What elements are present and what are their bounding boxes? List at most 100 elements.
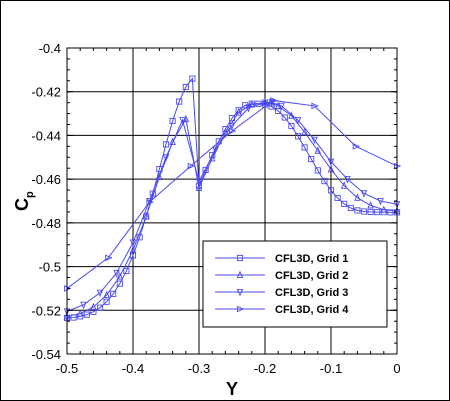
data-point bbox=[80, 301, 87, 310]
y-tick-label: -0.5 bbox=[39, 260, 61, 275]
data-point bbox=[105, 254, 113, 262]
data-point bbox=[377, 197, 384, 206]
data-point bbox=[146, 198, 154, 206]
data-point bbox=[129, 239, 137, 247]
data-point bbox=[182, 83, 189, 90]
data-point bbox=[380, 205, 388, 213]
data-point bbox=[354, 207, 361, 214]
data-point bbox=[347, 204, 354, 212]
data-point bbox=[96, 289, 104, 298]
y-tick-label: -0.52 bbox=[31, 303, 61, 318]
data-point bbox=[156, 172, 163, 181]
y-axis-title-subscript: p bbox=[24, 191, 36, 198]
data-point bbox=[311, 102, 319, 110]
y-axis-title-main: C bbox=[12, 198, 32, 211]
data-point bbox=[311, 136, 318, 145]
data-point bbox=[387, 209, 394, 216]
data-point bbox=[162, 154, 170, 162]
data-point bbox=[294, 117, 302, 125]
data-point bbox=[179, 117, 186, 125]
data-point bbox=[327, 187, 335, 194]
data-point bbox=[116, 280, 123, 287]
data-point bbox=[76, 309, 84, 317]
data-point bbox=[212, 146, 219, 154]
data-point bbox=[187, 162, 196, 170]
data-point bbox=[270, 97, 278, 104]
series-4 bbox=[63, 97, 402, 292]
data-point bbox=[301, 127, 308, 136]
data-point bbox=[169, 137, 176, 146]
data-point bbox=[113, 270, 120, 278]
legend-item: CFL3D, Grid 1 bbox=[215, 253, 348, 265]
data-point bbox=[367, 201, 374, 209]
data-point bbox=[314, 146, 322, 154]
data-point bbox=[374, 209, 381, 216]
series-line bbox=[66, 99, 398, 289]
data-point bbox=[341, 200, 348, 207]
data-point bbox=[96, 304, 104, 311]
legend: CFL3D, Grid 1 CFL3D, Grid 2 CFL3D, Grid 3 C… bbox=[202, 240, 388, 328]
y-tick-label: -0.42 bbox=[31, 85, 61, 100]
data-point bbox=[189, 75, 196, 82]
legend-item: CFL3D, Grid 4 bbox=[215, 304, 349, 316]
x-tick-label: -0.4 bbox=[122, 361, 144, 376]
data-point bbox=[195, 183, 203, 191]
axis-ticks: -0.5 -0.4 -0.3 -0.2 -0.1 0 -0.54 -0.52 -0.5 -0.48… bbox=[31, 41, 400, 376]
data-point bbox=[228, 122, 236, 130]
data-point bbox=[235, 108, 242, 116]
data-point bbox=[334, 194, 341, 201]
data-point bbox=[228, 127, 237, 135]
data-point bbox=[90, 302, 97, 311]
legend-label: CFL3D, Grid 3 bbox=[275, 287, 348, 299]
data-point bbox=[142, 211, 150, 220]
legend-marker bbox=[236, 288, 244, 297]
y-tick-label: -0.46 bbox=[31, 172, 61, 187]
data-point bbox=[327, 165, 335, 173]
data-point bbox=[281, 114, 288, 121]
data-point bbox=[308, 155, 315, 163]
x-tick-label: -0.5 bbox=[56, 361, 78, 376]
data-point bbox=[288, 122, 295, 130]
y-tick-label: -0.48 bbox=[31, 216, 61, 231]
legend-box bbox=[202, 240, 388, 328]
data-point bbox=[83, 311, 90, 318]
data-point bbox=[360, 208, 368, 215]
data-point bbox=[314, 167, 321, 174]
data-point bbox=[268, 103, 275, 110]
data-point bbox=[327, 158, 335, 166]
legend-marker bbox=[236, 305, 245, 313]
data-point bbox=[123, 267, 130, 274]
data-point bbox=[352, 143, 361, 150]
y-tick-label: -0.54 bbox=[31, 347, 61, 362]
data-point bbox=[103, 298, 110, 305]
data-point bbox=[136, 234, 143, 241]
series-line bbox=[66, 101, 398, 312]
data-point bbox=[103, 290, 110, 299]
x-tick-label: -0.3 bbox=[188, 361, 210, 376]
data-point bbox=[344, 176, 351, 184]
series-line bbox=[66, 102, 398, 317]
legend-label: CFL3D, Grid 2 bbox=[275, 270, 348, 282]
data-point bbox=[129, 245, 137, 254]
data-point bbox=[195, 178, 203, 186]
x-tick-label: 0 bbox=[393, 361, 400, 376]
legend-marker bbox=[236, 254, 244, 262]
y-axis-title: Cp bbox=[12, 191, 36, 211]
legend-item: CFL3D, Grid 3 bbox=[215, 287, 348, 299]
data-point bbox=[162, 141, 170, 148]
data-point bbox=[116, 272, 124, 280]
data-point bbox=[321, 178, 328, 185]
data-point bbox=[169, 117, 176, 125]
data-point bbox=[367, 208, 374, 215]
legend-label: CFL3D, Grid 4 bbox=[275, 304, 349, 316]
data-point bbox=[110, 290, 117, 297]
y-tick-label: -0.44 bbox=[31, 128, 61, 143]
legend-item: CFL3D, Grid 2 bbox=[215, 270, 348, 282]
data-point bbox=[278, 102, 285, 111]
y-tick-label: -0.4 bbox=[39, 41, 61, 56]
data-point bbox=[354, 193, 361, 201]
x-tick-label: -0.1 bbox=[320, 361, 342, 376]
data-point bbox=[294, 133, 302, 140]
